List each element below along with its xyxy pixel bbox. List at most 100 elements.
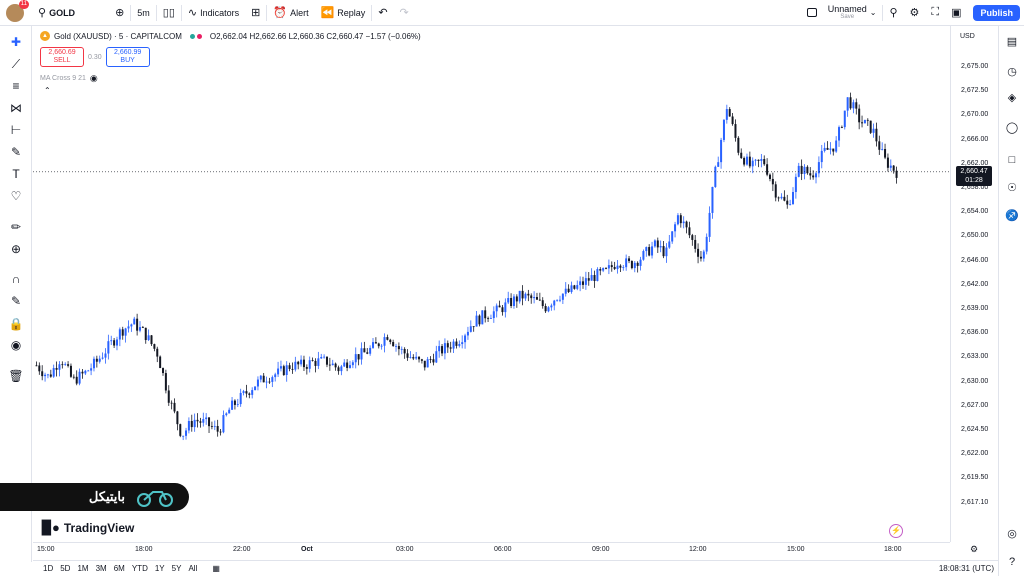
candlestick-chart[interactable] bbox=[33, 26, 950, 542]
candle-body bbox=[579, 281, 582, 286]
candle-body bbox=[576, 285, 579, 289]
currency-label[interactable]: USD bbox=[960, 33, 975, 40]
candle-body bbox=[530, 295, 533, 299]
templates-button[interactable]: ⊞ bbox=[245, 0, 266, 26]
pattern-icon[interactable]: ⋈ bbox=[10, 101, 22, 115]
candle-body bbox=[196, 419, 199, 422]
compare-button[interactable]: ⊕ bbox=[109, 0, 130, 26]
text-icon[interactable]: T bbox=[12, 167, 20, 181]
sell-button[interactable]: 2,660.69 SELL bbox=[40, 47, 84, 67]
range-button-5d[interactable]: 5D bbox=[60, 564, 71, 573]
candle-body bbox=[242, 391, 245, 393]
price-scale[interactable]: 2,675.00 2,672.50 2,670.00 2,666.00 2,662.00… bbox=[950, 26, 998, 542]
bicycle-icon bbox=[137, 491, 173, 507]
settings-button[interactable]: ⚙ bbox=[904, 0, 926, 26]
alert-button[interactable]: ⏰ Alert bbox=[267, 0, 314, 26]
crosshair-icon[interactable]: ✚ bbox=[10, 35, 22, 49]
fullscreen-button[interactable]: ⛶ bbox=[925, 0, 945, 26]
candle-body bbox=[271, 377, 274, 382]
range-button-3m[interactable]: 3M bbox=[95, 564, 107, 573]
layers-icon[interactable]: ◈ bbox=[1007, 92, 1017, 104]
snapshot-button[interactable]: ▣ bbox=[945, 0, 967, 26]
candle-body bbox=[489, 318, 492, 319]
candle-body bbox=[75, 376, 78, 384]
forecast-icon[interactable]: ⊢ bbox=[10, 123, 22, 137]
candle-body bbox=[665, 247, 668, 257]
gear-icon[interactable]: ⚙ bbox=[970, 544, 979, 554]
candle-body bbox=[651, 246, 654, 256]
redo-button[interactable]: ↷ bbox=[394, 0, 415, 26]
trash-icon[interactable]: 🗑 bbox=[8, 369, 24, 383]
flash-icon[interactable]: ⚡ bbox=[889, 524, 903, 538]
price-tick-label: 2,662.00 bbox=[961, 159, 989, 167]
undo-button[interactable]: ↶ bbox=[372, 0, 393, 26]
candle-body bbox=[722, 119, 725, 140]
candle-body bbox=[843, 110, 846, 128]
candle-body bbox=[110, 340, 113, 342]
user-avatar[interactable]: 11 bbox=[6, 0, 29, 22]
candle-body bbox=[538, 299, 541, 301]
chart-pane[interactable] bbox=[33, 26, 950, 542]
magnet-icon[interactable]: ∩ bbox=[11, 272, 21, 286]
candle-body bbox=[138, 327, 142, 331]
lock-icon[interactable]: 🔒 bbox=[8, 317, 24, 331]
candle-body bbox=[115, 339, 118, 346]
candle-body bbox=[518, 290, 521, 302]
chevron-up-icon[interactable]: ⌃ bbox=[44, 86, 51, 95]
brush-icon[interactable]: ✎ bbox=[10, 145, 22, 159]
range-button-6m[interactable]: 6M bbox=[113, 564, 125, 573]
range-button-1y[interactable]: 1Y bbox=[154, 564, 165, 573]
candle-body bbox=[193, 419, 196, 428]
candle-body bbox=[510, 298, 513, 307]
lock-drawing-icon[interactable]: ✎ bbox=[10, 294, 22, 308]
calendar-icon[interactable]: ▦ bbox=[212, 564, 220, 573]
candle-body bbox=[423, 360, 426, 368]
eye-icon[interactable]: ◉ bbox=[10, 338, 22, 352]
range-button-5y[interactable]: 5Y bbox=[171, 564, 182, 573]
clock-display[interactable]: 18:08:31 (UTC) bbox=[938, 564, 994, 573]
eye-icon[interactable]: ◉ bbox=[89, 73, 98, 83]
candle-body bbox=[613, 267, 616, 269]
chart-type-button[interactable]: ▯▯ bbox=[157, 0, 181, 26]
chat-icon[interactable]: □ bbox=[1008, 154, 1016, 166]
time-tick-label: 18:00 bbox=[884, 546, 902, 553]
symbol-search[interactable]: ⚲ GOLD bbox=[32, 0, 81, 26]
candle-body bbox=[556, 299, 559, 301]
ruler-icon[interactable]: ✏ bbox=[10, 220, 22, 234]
candle-body bbox=[415, 356, 418, 359]
watchlist-icon[interactable]: ▤ bbox=[1006, 36, 1018, 48]
help-icon[interactable]: ? bbox=[1008, 556, 1016, 568]
range-button-1d[interactable]: 1D bbox=[43, 564, 54, 573]
bell-icon[interactable]: ♐ bbox=[1005, 210, 1019, 222]
target-icon[interactable]: ◎ bbox=[1007, 528, 1017, 540]
layout-button[interactable]: Unnamed Save ⌄ bbox=[801, 0, 883, 26]
trend-line-icon[interactable]: ⟋ bbox=[11, 57, 21, 71]
interval-button[interactable]: 5m bbox=[131, 0, 156, 26]
candle-body bbox=[101, 357, 104, 359]
zoom-in-icon[interactable]: ⊕ bbox=[10, 242, 22, 256]
time-axis[interactable]: 15:00 18:00 22:00 Oct 03:00 06:00 09:00 12:00 15… bbox=[33, 542, 950, 556]
candle-body bbox=[866, 119, 869, 121]
candle-body bbox=[239, 392, 242, 405]
buy-button[interactable]: 2,660.99 BUY bbox=[105, 47, 150, 67]
fib-retracement-icon[interactable]: ≡ bbox=[12, 79, 20, 93]
candle-body bbox=[541, 300, 544, 307]
broadcast-icon[interactable]: ☉ bbox=[1007, 182, 1017, 194]
heart-icon[interactable]: ♡ bbox=[10, 189, 22, 203]
indicator-legend[interactable]: MA Cross 9 21 ◉ bbox=[40, 73, 98, 84]
indicators-button[interactable]: ∿ Indicators bbox=[182, 0, 245, 26]
candle-body bbox=[855, 102, 858, 109]
candle-body bbox=[67, 364, 70, 366]
alerts-clock-icon[interactable]: ◷ bbox=[1007, 66, 1017, 78]
candle-body bbox=[418, 356, 421, 360]
candle-body bbox=[533, 297, 536, 299]
quick-search-button[interactable]: ⚲ bbox=[883, 0, 903, 26]
replay-button[interactable]: ⏪ Replay bbox=[315, 0, 372, 26]
range-button-all[interactable]: All bbox=[188, 564, 198, 573]
range-button-1m[interactable]: 1M bbox=[77, 564, 89, 573]
lightbulb-icon[interactable]: ◯ bbox=[1005, 122, 1019, 134]
candle-body bbox=[173, 402, 176, 412]
symbol-title[interactable]: Gold (XAUUSD) · 5 · CAPITALCOM bbox=[54, 31, 182, 41]
range-button-ytd[interactable]: YTD bbox=[131, 564, 148, 573]
publish-button[interactable]: Publish bbox=[973, 4, 1020, 21]
